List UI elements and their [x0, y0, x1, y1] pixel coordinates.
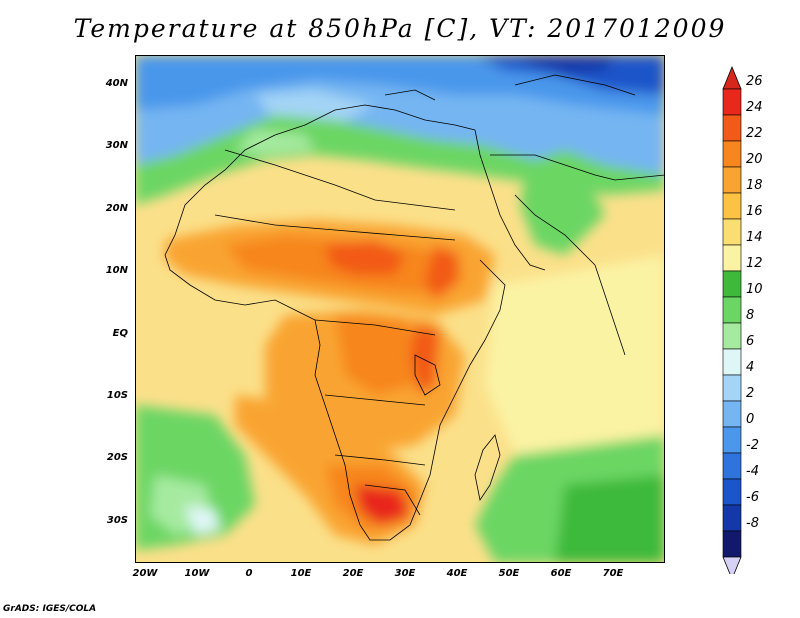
colorbar-segment: [722, 192, 742, 220]
map-title: Temperature at 850hPa [C], VT: 201701200…: [73, 14, 727, 43]
colorbar-label: 24: [746, 100, 763, 115]
lat-label: 30S: [106, 515, 128, 526]
colorbar-segment: [722, 452, 742, 480]
lon-label: 10W: [184, 568, 210, 579]
lat-label: 30N: [105, 140, 128, 151]
colorbar-label: 8: [746, 308, 755, 323]
colorbar-segment: [722, 296, 742, 324]
colorbar-label: 6: [746, 334, 755, 349]
lon-label: 60E: [550, 568, 572, 579]
colorbar: [722, 65, 742, 574]
colorbar-segment: [722, 400, 742, 428]
colorbar-segment: [722, 166, 742, 194]
temperature-field: [135, 55, 665, 563]
lon-label: 40E: [446, 568, 468, 579]
colorbar-segment: [722, 114, 742, 142]
colorbar-label: -4: [746, 464, 759, 479]
lat-label: 10S: [106, 390, 128, 401]
colorbar-label: 12: [746, 256, 763, 271]
colorbar-segment: [722, 374, 742, 402]
coastlines: [164, 74, 665, 541]
colorbar-label: -2: [746, 438, 759, 453]
colorbar-segment: [722, 504, 742, 532]
colorbar-label: 18: [746, 178, 763, 193]
colorbar-label: 4: [746, 360, 755, 375]
lon-label: 20W: [132, 568, 158, 579]
lat-label: 20S: [106, 452, 128, 463]
colorbar-segment: [722, 140, 742, 168]
colorbar-segment: [722, 322, 742, 350]
colorbar-label: 16: [746, 204, 763, 219]
lon-label: 0: [245, 568, 253, 579]
map-border: [135, 55, 665, 563]
colorbar-segment: [722, 88, 742, 116]
lon-label: 30E: [394, 568, 416, 579]
lat-label: EQ: [112, 328, 128, 339]
colorbar-label: 2: [746, 386, 755, 401]
colorbar-segment: [722, 426, 742, 454]
colorbar-segment: [722, 218, 742, 246]
colorbar-segment: [722, 530, 742, 558]
lon-label: 50E: [498, 568, 520, 579]
colorbar-bottom-arrow: [722, 556, 742, 574]
colorbar-label: 22: [746, 126, 763, 141]
colorbar-label: 14: [746, 230, 763, 245]
lon-label: 70E: [602, 568, 624, 579]
colorbar-segment: [722, 244, 742, 272]
colorbar-label: -8: [746, 516, 759, 531]
colorbar-top-arrow: [722, 65, 742, 90]
colorbar-label: 20: [746, 152, 763, 167]
lat-label: 20N: [105, 203, 128, 214]
temperature-map: [135, 55, 665, 563]
lon-label: 10E: [290, 568, 312, 579]
colorbar-segment: [722, 270, 742, 298]
colorbar-label: -6: [746, 490, 759, 505]
lat-label: 10N: [105, 265, 128, 276]
colorbar-segment: [722, 348, 742, 376]
lon-label: 20E: [342, 568, 364, 579]
colorbar-segment: [722, 478, 742, 506]
colorbar-label: 0: [746, 412, 755, 427]
colorbar-label: 26: [746, 74, 763, 89]
credit-text: GrADS: IGES/COLA: [3, 604, 97, 614]
colorbar-label: 10: [746, 282, 763, 297]
lat-label: 40N: [105, 78, 128, 89]
